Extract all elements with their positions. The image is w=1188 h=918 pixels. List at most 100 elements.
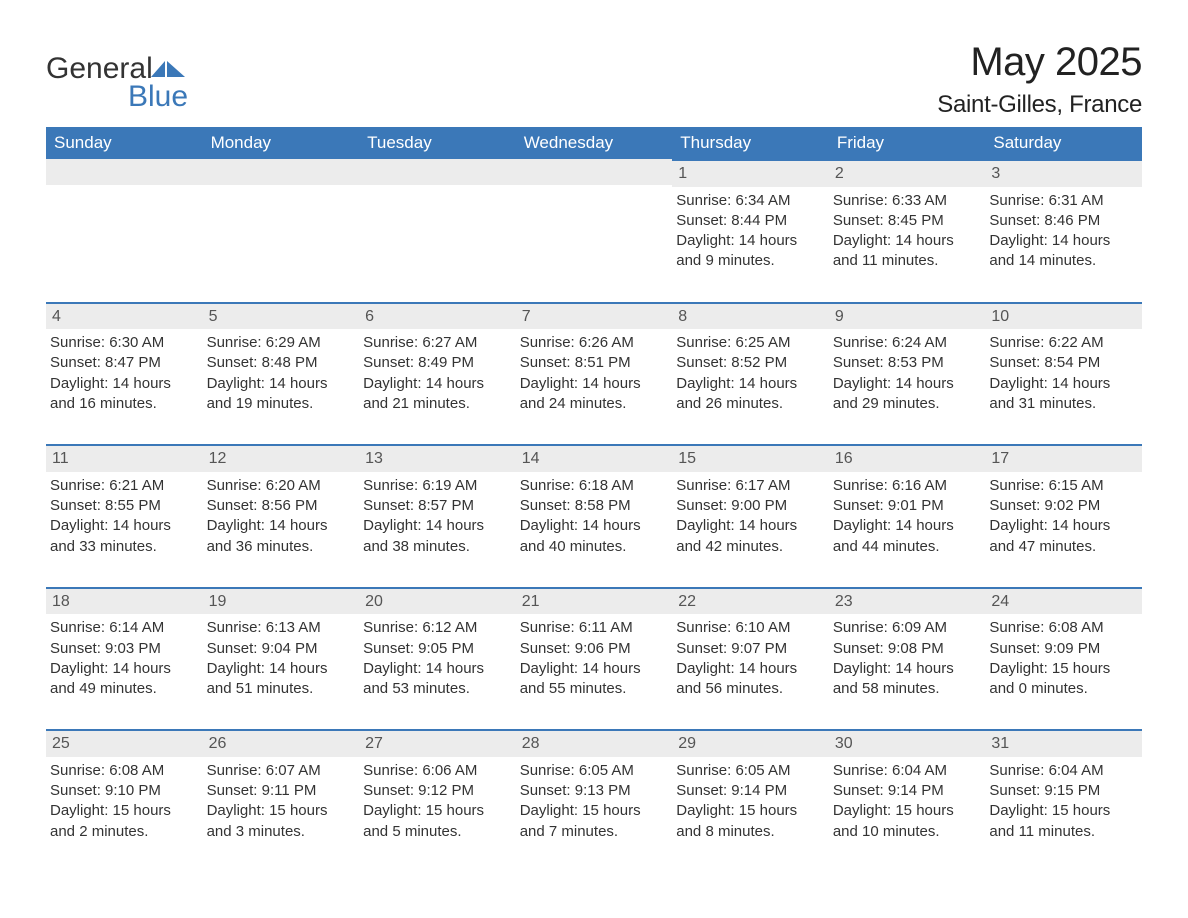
- daylight-text-1: Daylight: 14 hours: [833, 516, 980, 536]
- daylight-text-2: and 31 minutes.: [989, 394, 1136, 414]
- daylight-text-2: and 38 minutes.: [363, 537, 510, 557]
- page-title: May 2025: [937, 40, 1142, 85]
- page: General Blue May 2025 Saint-Gilles, Fran…: [0, 0, 1188, 918]
- daylight-text-2: and 11 minutes.: [833, 251, 980, 271]
- calendar-day-header: Thursday: [672, 127, 829, 159]
- day-content: Sunrise: 6:07 AMSunset: 9:11 PMDaylight:…: [205, 761, 354, 842]
- daylight-text-1: Daylight: 14 hours: [833, 374, 980, 394]
- day-content: Sunrise: 6:08 AMSunset: 9:09 PMDaylight:…: [987, 618, 1136, 699]
- sunset-text: Sunset: 8:46 PM: [989, 211, 1136, 231]
- calendar-day-cell: 18Sunrise: 6:14 AMSunset: 9:03 PMDayligh…: [46, 587, 203, 730]
- daylight-text-1: Daylight: 14 hours: [833, 659, 980, 679]
- day-content: Sunrise: 6:27 AMSunset: 8:49 PMDaylight:…: [361, 333, 510, 414]
- sunset-text: Sunset: 8:53 PM: [833, 353, 980, 373]
- day-number-strip: 5: [203, 302, 360, 330]
- calendar-day-cell: 9Sunrise: 6:24 AMSunset: 8:53 PMDaylight…: [829, 302, 986, 445]
- day-number-strip: 20: [359, 587, 516, 615]
- sunset-text: Sunset: 9:02 PM: [989, 496, 1136, 516]
- calendar-day-cell: 13Sunrise: 6:19 AMSunset: 8:57 PMDayligh…: [359, 444, 516, 587]
- calendar-day-cell: 14Sunrise: 6:18 AMSunset: 8:58 PMDayligh…: [516, 444, 673, 587]
- day-number-strip: 19: [203, 587, 360, 615]
- calendar-week-row: 25Sunrise: 6:08 AMSunset: 9:10 PMDayligh…: [46, 729, 1142, 872]
- day-content: Sunrise: 6:14 AMSunset: 9:03 PMDaylight:…: [48, 618, 197, 699]
- daylight-text-2: and 26 minutes.: [676, 394, 823, 414]
- day-content: Sunrise: 6:21 AMSunset: 8:55 PMDaylight:…: [48, 476, 197, 557]
- day-number-strip: 23: [829, 587, 986, 615]
- day-number-strip: 3: [985, 159, 1142, 187]
- sunrise-text: Sunrise: 6:08 AM: [989, 618, 1136, 638]
- sunrise-text: Sunrise: 6:04 AM: [989, 761, 1136, 781]
- daylight-text-1: Daylight: 14 hours: [520, 516, 667, 536]
- sunrise-text: Sunrise: 6:12 AM: [363, 618, 510, 638]
- calendar-table: SundayMondayTuesdayWednesdayThursdayFrid…: [46, 127, 1142, 872]
- sunset-text: Sunset: 8:44 PM: [676, 211, 823, 231]
- sunset-text: Sunset: 8:48 PM: [207, 353, 354, 373]
- calendar-day-cell: [516, 159, 673, 302]
- daylight-text-1: Daylight: 14 hours: [676, 374, 823, 394]
- calendar-day-header: Monday: [203, 127, 360, 159]
- calendar-day-header: Saturday: [985, 127, 1142, 159]
- daylight-text-2: and 7 minutes.: [520, 822, 667, 842]
- day-number-strip: 25: [46, 729, 203, 757]
- calendar-day-cell: 28Sunrise: 6:05 AMSunset: 9:13 PMDayligh…: [516, 729, 673, 872]
- calendar-week-row: 11Sunrise: 6:21 AMSunset: 8:55 PMDayligh…: [46, 444, 1142, 587]
- empty-day-strip: [516, 159, 673, 185]
- sunset-text: Sunset: 8:51 PM: [520, 353, 667, 373]
- calendar-day-cell: 6Sunrise: 6:27 AMSunset: 8:49 PMDaylight…: [359, 302, 516, 445]
- day-content: Sunrise: 6:06 AMSunset: 9:12 PMDaylight:…: [361, 761, 510, 842]
- sunset-text: Sunset: 9:11 PM: [207, 781, 354, 801]
- daylight-text-2: and 19 minutes.: [207, 394, 354, 414]
- day-content: Sunrise: 6:12 AMSunset: 9:05 PMDaylight:…: [361, 618, 510, 699]
- day-content: Sunrise: 6:05 AMSunset: 9:13 PMDaylight:…: [518, 761, 667, 842]
- calendar-day-header: Wednesday: [516, 127, 673, 159]
- daylight-text-2: and 47 minutes.: [989, 537, 1136, 557]
- day-number-strip: 30: [829, 729, 986, 757]
- sunset-text: Sunset: 9:07 PM: [676, 639, 823, 659]
- sunrise-text: Sunrise: 6:08 AM: [50, 761, 197, 781]
- sunset-text: Sunset: 9:03 PM: [50, 639, 197, 659]
- sunset-text: Sunset: 8:45 PM: [833, 211, 980, 231]
- empty-day-strip: [359, 159, 516, 185]
- daylight-text-1: Daylight: 15 hours: [989, 801, 1136, 821]
- calendar-day-cell: 8Sunrise: 6:25 AMSunset: 8:52 PMDaylight…: [672, 302, 829, 445]
- sunset-text: Sunset: 8:54 PM: [989, 353, 1136, 373]
- calendar-day-cell: 23 Sunrise: 6:09 AMSunset: 9:08 PMDayligh…: [829, 587, 986, 730]
- daylight-text-2: and 49 minutes.: [50, 679, 197, 699]
- day-number-strip: 15: [672, 444, 829, 472]
- day-content: Sunrise: 6:09 AMSunset: 9:08 PMDaylight:…: [831, 618, 980, 699]
- daylight-text-1: Daylight: 14 hours: [363, 516, 510, 536]
- daylight-text-1: Daylight: 14 hours: [207, 659, 354, 679]
- day-number-strip: 31: [985, 729, 1142, 757]
- daylight-text-1: Daylight: 14 hours: [363, 659, 510, 679]
- day-content: Sunrise: 6:34 AMSunset: 8:44 PMDaylight:…: [674, 191, 823, 272]
- header-row: General Blue May 2025 Saint-Gilles, Fran…: [46, 40, 1142, 119]
- day-number-strip: 21: [516, 587, 673, 615]
- daylight-text-1: Daylight: 14 hours: [989, 516, 1136, 536]
- day-content: Sunrise: 6:25 AMSunset: 8:52 PMDaylight:…: [674, 333, 823, 414]
- daylight-text-2: and 44 minutes.: [833, 537, 980, 557]
- sunset-text: Sunset: 9:00 PM: [676, 496, 823, 516]
- title-block: May 2025 Saint-Gilles, France: [937, 40, 1142, 119]
- day-content: Sunrise: 6:18 AMSunset: 8:58 PMDaylight:…: [518, 476, 667, 557]
- sunrise-text: Sunrise: 6:04 AM: [833, 761, 980, 781]
- day-content: Sunrise: 6:13 AMSunset: 9:04 PMDaylight:…: [205, 618, 354, 699]
- sunrise-text: Sunrise: 6:15 AM: [989, 476, 1136, 496]
- day-content: Sunrise: 6:20 AMSunset: 8:56 PMDaylight:…: [205, 476, 354, 557]
- sunrise-text: Sunrise: 6:34 AM: [676, 191, 823, 211]
- calendar-day-cell: 3Sunrise: 6:31 AMSunset: 8:46 PMDaylight…: [985, 159, 1142, 302]
- sunrise-text: Sunrise: 6:14 AM: [50, 618, 197, 638]
- daylight-text-2: and 58 minutes.: [833, 679, 980, 699]
- calendar-day-cell: 7Sunrise: 6:26 AMSunset: 8:51 PMDaylight…: [516, 302, 673, 445]
- day-number-strip: 10: [985, 302, 1142, 330]
- calendar-day-cell: [203, 159, 360, 302]
- calendar-day-header: Friday: [829, 127, 986, 159]
- daylight-text-2: and 29 minutes.: [833, 394, 980, 414]
- day-number-strip: 12: [203, 444, 360, 472]
- sunrise-text: Sunrise: 6:18 AM: [520, 476, 667, 496]
- calendar-day-cell: 5Sunrise: 6:29 AMSunset: 8:48 PMDaylight…: [203, 302, 360, 445]
- day-number-strip: 17: [985, 444, 1142, 472]
- calendar-day-cell: 15Sunrise: 6:17 AMSunset: 9:00 PMDayligh…: [672, 444, 829, 587]
- day-content: Sunrise: 6:33 AMSunset: 8:45 PMDaylight:…: [831, 191, 980, 272]
- sunrise-text: Sunrise: 6:05 AM: [520, 761, 667, 781]
- daylight-text-1: Daylight: 14 hours: [833, 231, 980, 251]
